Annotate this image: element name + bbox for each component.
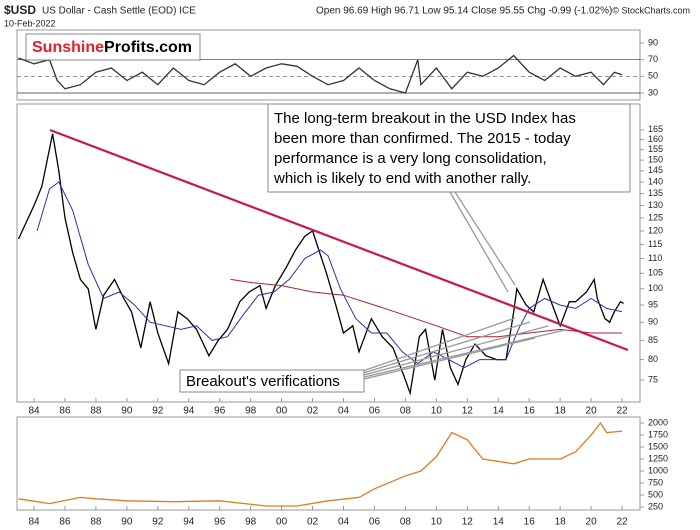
annotation-box	[267, 103, 631, 193]
x-tick-label: 88	[90, 406, 102, 417]
x-tick-label: 98	[245, 517, 257, 528]
x-tick-label: 98	[245, 406, 257, 417]
y-tick-label: 2000	[648, 417, 668, 427]
x-tick-label: 18	[555, 406, 567, 417]
breakout-box	[179, 369, 365, 393]
plots: 90 70 50 30 75 80 85 90 95 100 105 110 115 120 125 130 1…	[17, 37, 668, 528]
arrows	[359, 191, 566, 381]
x-tick-label: 04	[338, 406, 350, 417]
y-tick-label: 70	[648, 54, 658, 64]
y-tick-label: 135	[648, 188, 663, 198]
quote: Open 96.69 High 96.71 Low 95.14 Close 95…	[316, 6, 612, 17]
y-tick-label: 500	[648, 489, 663, 499]
x-tick-label: 96	[214, 406, 226, 417]
x-tick-label: 18	[555, 517, 567, 528]
date: 10-Feb-2022	[4, 18, 56, 28]
symbol-name: US Dollar - Cash Settle (EOD) ICE	[42, 6, 196, 17]
x-tick-label: 90	[121, 406, 133, 417]
x-tick-label: 16	[524, 517, 536, 528]
y-tick-label: 155	[648, 144, 663, 154]
x-tick-label: 84	[28, 406, 40, 417]
y-tick-label: 110	[648, 253, 662, 263]
y-tick-label: 165	[648, 124, 663, 134]
x-tick-label: 96	[214, 517, 226, 528]
x-tick-label: 20	[586, 517, 598, 528]
annotation-line: performance is a very long consolidation…	[274, 150, 547, 167]
symbol: $USD	[4, 3, 36, 17]
x-tick-label: 02	[307, 406, 319, 417]
logo-part2: Profits.com	[104, 39, 192, 56]
x-tick-label: 04	[338, 517, 350, 528]
x-tick-label: 92	[152, 517, 164, 528]
series-line	[18, 54, 623, 94]
y-tick-label: 95	[648, 299, 658, 309]
y-tick-label: 125	[648, 212, 663, 222]
x-tick-label: 12	[462, 406, 474, 417]
annotation-line: been more than confirmed. The 2015 - tod…	[274, 130, 571, 147]
y-tick-label: 85	[648, 335, 658, 345]
x-tick-label: 00	[276, 517, 288, 528]
x-tick-label: 92	[152, 406, 164, 417]
y-tick-label: 1500	[648, 441, 668, 451]
x-tick-label: 10	[431, 517, 443, 528]
gold-frame	[16, 416, 641, 511]
x-tick-label: 06	[369, 517, 381, 528]
y-tick-label: 50	[648, 71, 658, 81]
trend-line	[49, 128, 629, 352]
y-tick-label: 145	[648, 165, 663, 175]
y-tick-label: 90	[648, 37, 658, 47]
x-tick-label: 86	[59, 517, 71, 528]
x-tick-label: 22	[616, 406, 628, 417]
logo-box	[25, 33, 201, 61]
y-tick-label: 115	[648, 239, 662, 249]
series-line	[230, 278, 622, 338]
x-tick-label: 84	[28, 517, 40, 528]
y-tick-label: 105	[648, 268, 663, 278]
x-tick-label: 16	[524, 406, 536, 417]
y-tick-label: 80	[648, 354, 658, 364]
y-tick-label: 100	[648, 283, 663, 293]
x-tick-label: 08	[400, 517, 412, 528]
y-tick-label: 150	[648, 154, 663, 164]
x-tick-label: 02	[307, 517, 319, 528]
x-tick-label: 90	[121, 517, 133, 528]
breakout-label: Breakout's verifications	[186, 373, 340, 390]
series-line	[18, 421, 623, 507]
y-tick-label: 250	[648, 501, 663, 511]
x-tick-label: 94	[183, 406, 195, 417]
series-line	[36, 181, 623, 369]
x-tick-label: 10	[431, 406, 443, 417]
y-tick-label: 1750	[648, 429, 668, 439]
y-tick-label: 90	[648, 317, 658, 327]
logo-part1: Sunshine	[32, 39, 104, 56]
x-tick-label: 20	[586, 406, 598, 417]
x-tick-label: 12	[462, 517, 474, 528]
logo: SunshineProfits.com	[32, 39, 192, 56]
rsi-frame	[16, 29, 641, 101]
x-tick-label: 22	[616, 517, 628, 528]
annotation-line: which is likely to end with another rall…	[273, 170, 531, 187]
x-tick-label: 14	[493, 406, 505, 417]
x-tick-label: 94	[183, 517, 195, 528]
y-tick-label: 120	[648, 225, 663, 235]
credit: © StockCharts.com	[612, 5, 690, 15]
y-tick-label: 1250	[648, 453, 668, 463]
x-tick-label: 00	[276, 406, 288, 417]
x-tick-label: 88	[90, 517, 102, 528]
x-tick-label: 86	[59, 406, 71, 417]
y-tick-label: 130	[648, 200, 663, 210]
y-tick-label: 160	[648, 134, 663, 144]
y-tick-label: 1000	[648, 465, 668, 475]
x-tick-label: 08	[400, 406, 412, 417]
x-tick-label: 14	[493, 517, 505, 528]
annotation-line: The long-term breakout in the USD Index …	[274, 110, 576, 127]
y-tick-label: 75	[648, 374, 658, 384]
x-tick-label: 06	[369, 406, 381, 417]
y-tick-label: 750	[648, 477, 663, 487]
y-tick-label: 30	[648, 87, 658, 97]
y-tick-label: 140	[648, 176, 663, 186]
